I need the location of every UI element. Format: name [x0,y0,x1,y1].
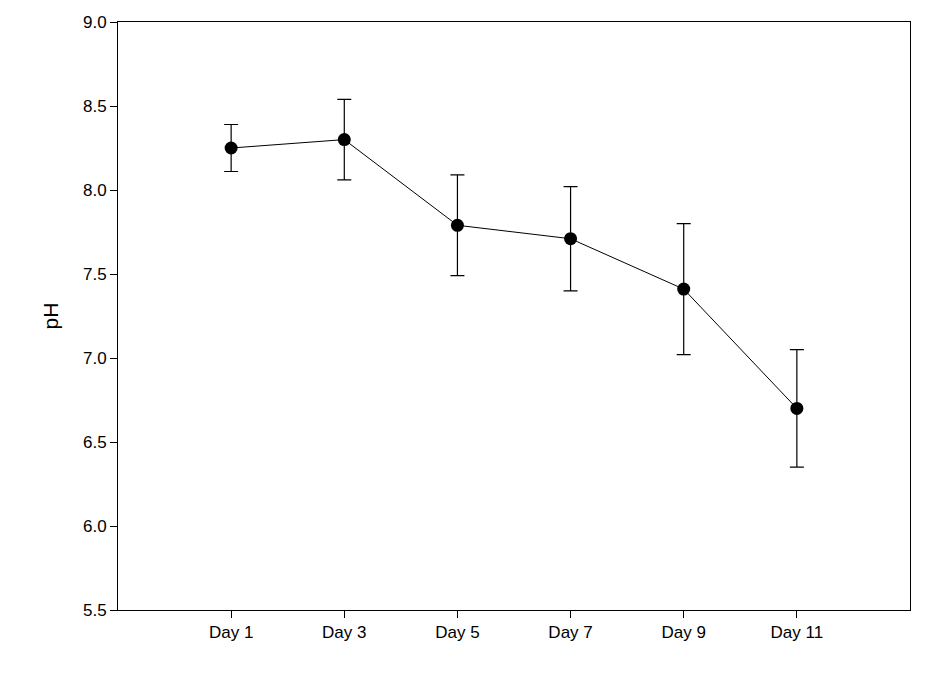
svg-text:8.0: 8.0 [83,181,107,200]
svg-text:6.0: 6.0 [83,517,107,536]
svg-text:Day 11: Day 11 [771,623,824,642]
svg-text:7.5: 7.5 [83,265,107,284]
svg-text:Day 7: Day 7 [548,623,592,642]
svg-text:8.5: 8.5 [83,97,107,116]
svg-text:6.5: 6.5 [83,433,107,452]
svg-text:5.5: 5.5 [83,601,107,620]
svg-text:7.0: 7.0 [83,349,107,368]
svg-text:pH: pH [39,303,62,330]
svg-text:9.0: 9.0 [83,13,107,32]
svg-text:Day 5: Day 5 [435,623,479,642]
svg-text:Day 1: Day 1 [209,623,253,642]
svg-text:Day 3: Day 3 [322,623,366,642]
svg-text:Day 9: Day 9 [661,623,705,642]
